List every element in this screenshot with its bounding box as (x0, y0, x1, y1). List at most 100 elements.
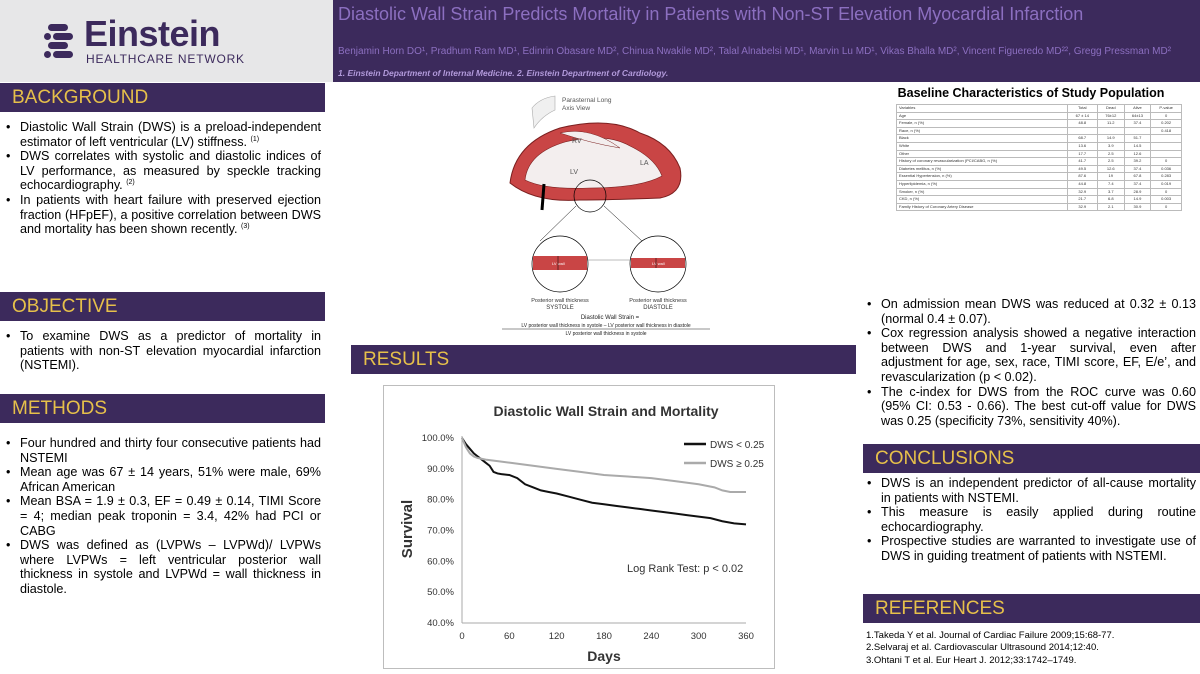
affiliations: 1. Einstein Department of Internal Medic… (338, 68, 669, 78)
table-cell: 67.8 (1123, 172, 1152, 181)
table-cell: 51.7 (1123, 134, 1152, 143)
list-item: The c-index for DWS from the ROC curve w… (866, 385, 1196, 429)
y-tick-label: 70.0% (427, 526, 454, 537)
x-tick-label: 0 (459, 631, 464, 642)
table-cell: 0 (1150, 157, 1182, 166)
column-header: Dead (1096, 104, 1125, 113)
x-tick-label: 240 (643, 631, 659, 642)
table-cell: 30.9 (1123, 202, 1152, 212)
table-cell: 41.7 (1066, 157, 1098, 166)
y-axis-label: Survival (399, 500, 416, 558)
baseline-table-title: Baseline Characteristics of Study Popula… (897, 86, 1165, 100)
column-header: P-value (1150, 104, 1182, 113)
view-label-1: Parasternal Long (562, 97, 612, 104)
inset-label: LV wall (652, 261, 665, 266)
list-item: This measure is easily applied during ro… (866, 505, 1196, 534)
table-cell: Hyperlipidemia, n (%) (896, 179, 1068, 189)
table-cell: Age (896, 111, 1068, 121)
logo-area: Einstein HEALTHCARE NETWORK (0, 0, 333, 82)
systole-wall (533, 256, 587, 270)
table-cell: 67 ± 14 (1066, 111, 1098, 121)
view-label-2: Axis View (562, 105, 590, 112)
background-list: Diastolic Wall Strain (DWS) is a preload… (5, 120, 321, 237)
systole-caption: Posterior wall thickness (531, 298, 589, 304)
y-tick-label: 60.0% (427, 556, 454, 567)
table-cell: Female, n (%) (896, 119, 1068, 128)
formula-title: Diastolic Wall Strain = (581, 315, 640, 321)
list-item: DWS was defined as (LVPWs – LVPWd)/ LVPW… (5, 538, 321, 596)
table-cell: CKD, n (%) (896, 195, 1068, 204)
table-cell: 14.9 (1096, 134, 1125, 143)
list-item: Mean age was 67 ± 14 years, 51% were mal… (5, 465, 321, 494)
column-header: Alive (1123, 104, 1152, 113)
table-cell: 0.202 (1150, 119, 1182, 128)
legend-label-high: DWS ≥ 0.25 (710, 459, 764, 470)
table-row: Smoker, n (%) 32.9 3.7 28.9 0 (896, 187, 1182, 197)
list-item: Cox regression analysis showed a negativ… (866, 326, 1196, 384)
table-cell: 0.019 (1150, 179, 1182, 189)
table-cell: 6.8 (1096, 195, 1125, 204)
formula-numerator: LV posterior wall thickness in systole –… (521, 323, 691, 329)
findings-list: On admission mean DWS was reduced at 0.3… (866, 297, 1196, 428)
table-row: Other 17.7 2.5 12.6 (896, 149, 1182, 159)
table-cell: 7.4 (1096, 179, 1125, 189)
table-cell: 39.2 (1123, 157, 1152, 166)
table-cell: 48.8 (1066, 119, 1098, 128)
table-cell: 2.5 (1096, 149, 1125, 159)
table-cell (1150, 134, 1182, 143)
table-row: Age 67 ± 14 76±12 64±13 0 (896, 111, 1182, 121)
table-cell: 32.9 (1066, 187, 1098, 197)
table-cell: 64±13 (1123, 111, 1152, 121)
objective-heading: OBJECTIVE (0, 292, 325, 321)
table-cell: 44.8 (1066, 179, 1098, 189)
list-item: On admission mean DWS was reduced at 0.3… (866, 297, 1196, 326)
table-cell: 37.4 (1123, 164, 1152, 174)
einstein-logo-icon (44, 24, 73, 58)
author-list: Benjamin Horn DO¹, Pradhum Ram MD¹, Edin… (338, 46, 1172, 57)
table-cell: 0.283 (1150, 172, 1182, 181)
chart-title: Diastolic Wall Strain and Mortality (493, 403, 718, 419)
list-item: Four hundred and thirty four consecutive… (5, 436, 321, 465)
table-cell: 13.6 (1066, 141, 1098, 151)
legend-label-low: DWS < 0.25 (710, 440, 765, 451)
reference-item: 3.Ohtani T et al. Eur Heart J. 2012;33:1… (866, 654, 1077, 666)
conclusions-heading: CONCLUSIONS (863, 444, 1200, 473)
list-item: DWS is an independent predictor of all-c… (866, 476, 1196, 505)
references-heading: REFERENCES (863, 594, 1200, 623)
list-item: Mean BSA = 1.9 ± 0.3, EF = 0.49 ± 0.14, … (5, 494, 321, 538)
table-row: CKD, n (%) 21.7 6.8 14.9 0.003 (896, 195, 1182, 204)
methods-heading: METHODS (0, 394, 325, 423)
diastole-label: DIASTOLE (643, 305, 673, 311)
table-cell: 21.7 (1066, 195, 1098, 204)
x-tick-label: 360 (738, 631, 754, 642)
table-cell: Family History of Coronary Artery Diseas… (896, 202, 1068, 212)
table-row: Hyperlipidemia, n (%) 44.8 7.4 37.4 0.019 (896, 179, 1182, 189)
y-tick-label: 100.0% (422, 433, 455, 444)
table-cell: 49.5 (1066, 164, 1098, 174)
chart-annotation: Log Rank Test: p < 0.02 (627, 563, 743, 575)
table-cell: Essential Hypertension, n (%) (896, 172, 1068, 181)
column-header: Variables (896, 104, 1068, 113)
diastole-wall (631, 258, 685, 268)
x-axis-label: Days (587, 648, 621, 664)
survival-chart-panel: Diastolic Wall Strain and Mortality 40.0… (383, 385, 775, 669)
table-cell: 17.7 (1066, 149, 1098, 159)
heart-echo-diagram: Parasternal Long Axis View RV LV LA LV w… (502, 95, 710, 337)
table-cell: 19 (1096, 172, 1125, 181)
list-item: DWS correlates with systolic and diastol… (5, 149, 321, 193)
logo-subtitle: HEALTHCARE NETWORK (86, 52, 245, 66)
formula-denominator: LV posterior wall thickness in systole (565, 331, 646, 337)
table-cell: History of coronary revascularization (P… (896, 157, 1068, 166)
references-list: 1.Takeda Y et al. Journal of Cardiac Fai… (866, 630, 1114, 667)
la-label: LA (640, 160, 649, 167)
table-cell: 3.7 (1096, 187, 1125, 197)
list-item: To examine DWS as a predictor of mortali… (5, 329, 321, 373)
reference-item: 1.Takeda Y et al. Journal of Cardiac Fai… (866, 630, 1115, 641)
column-header: Total (1066, 104, 1098, 113)
table-cell (1066, 126, 1098, 136)
table-cell: 0 (1150, 202, 1182, 212)
x-tick-label: 180 (596, 631, 612, 642)
table-cell: 12.6 (1123, 149, 1152, 159)
table-cell (1123, 126, 1152, 136)
objective-list: To examine DWS as a predictor of mortali… (5, 329, 321, 373)
